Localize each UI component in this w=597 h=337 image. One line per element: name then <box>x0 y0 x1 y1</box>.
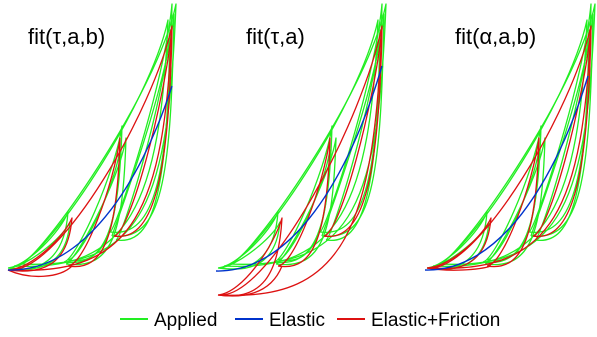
friction-base-segment <box>217 265 283 297</box>
applied-loop-8 <box>13 19 169 267</box>
applied-loop-5 <box>319 3 383 233</box>
elastic-curve <box>215 65 383 272</box>
applied-loop-7 <box>325 29 381 242</box>
panel-title-0: fit(τ,a,b) <box>28 24 105 49</box>
friction-loop-0 <box>217 217 283 297</box>
applied-loop-9 <box>229 3 387 265</box>
applied-loop-5 <box>528 3 592 233</box>
elastic-curve <box>424 75 589 271</box>
friction-loop-0 <box>7 217 73 272</box>
applied-loop-1 <box>219 221 281 270</box>
elastic-series-1 <box>215 65 383 272</box>
friction-loop-1 <box>67 137 121 268</box>
friction-loop-3 <box>430 25 592 270</box>
applied-loop-2 <box>63 125 123 264</box>
applied-loop-2 <box>273 125 333 264</box>
legend-label-elastic: Elastic <box>269 310 325 331</box>
legend-label-elastic-friction: Elastic+Friction <box>371 310 500 331</box>
friction-loop-1 <box>277 137 331 268</box>
elastic-friction-series-1 <box>217 25 383 297</box>
elastic-series-0 <box>7 85 173 271</box>
friction-loop-1 <box>486 137 540 268</box>
applied-loop-3 <box>484 137 546 266</box>
elastic-curve <box>7 85 173 271</box>
applied-loop-9 <box>19 3 177 265</box>
applied-loop-7 <box>115 29 171 242</box>
panel-title-1: fit(τ,a) <box>246 24 305 49</box>
applied-loop-3 <box>275 137 337 266</box>
applied-loop-3 <box>65 137 127 266</box>
panel-title-2: fit(α,a,b) <box>455 24 536 49</box>
friction-base-segment <box>7 265 73 278</box>
elastic-friction-series-0 <box>7 25 173 278</box>
friction-loop-3 <box>221 25 383 296</box>
friction-loop-3 <box>11 25 173 271</box>
panel-fit-tau-a: fit(τ,a) <box>215 3 387 297</box>
applied-loop-5 <box>109 3 173 233</box>
panel-fit-alpha-a-b: fit(α,a,b) <box>424 3 596 271</box>
applied-loop-0 <box>7 211 69 270</box>
applied-loop-7 <box>534 29 590 242</box>
friction-base-segment <box>426 265 492 271</box>
applied-loop-0 <box>426 211 488 270</box>
elastic-series-2 <box>424 75 589 271</box>
applied-loop-8 <box>223 19 379 267</box>
applied-loop-8 <box>432 19 588 267</box>
legend: Applied Elastic Elastic+Friction <box>120 310 500 331</box>
legend-label-applied: Applied <box>154 310 217 331</box>
elastic-friction-series-2 <box>426 25 592 271</box>
friction-loop-0 <box>426 217 492 270</box>
panel-fit-tau-a-b: fit(τ,a,b) <box>7 3 177 278</box>
